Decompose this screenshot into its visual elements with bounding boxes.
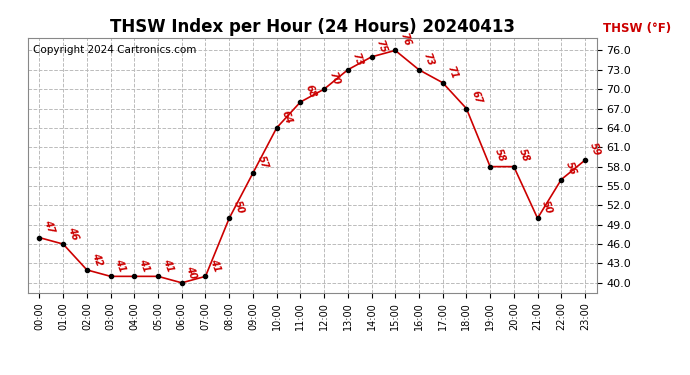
Text: 71: 71 [446,64,460,80]
Text: 47: 47 [42,219,57,235]
Text: 67: 67 [469,90,483,106]
Text: 46: 46 [66,225,80,241]
Text: 73: 73 [422,51,436,67]
Text: 59: 59 [588,141,602,158]
Text: 41: 41 [208,258,222,274]
Text: 40: 40 [184,264,199,280]
Text: 57: 57 [256,154,270,170]
Text: 41: 41 [161,258,175,274]
Text: Copyright 2024 Cartronics.com: Copyright 2024 Cartronics.com [33,45,197,55]
Text: 75: 75 [374,38,388,54]
Text: 76: 76 [398,32,412,48]
Text: THSW (°F): THSW (°F) [602,22,671,35]
Text: 50: 50 [232,200,246,216]
Text: 73: 73 [351,51,364,67]
Text: 58: 58 [493,148,507,164]
Text: 41: 41 [113,258,128,274]
Text: 50: 50 [540,200,554,216]
Text: 42: 42 [90,251,104,267]
Title: THSW Index per Hour (24 Hours) 20240413: THSW Index per Hour (24 Hours) 20240413 [110,18,515,36]
Text: 41: 41 [137,258,151,274]
Text: 68: 68 [303,83,317,99]
Text: 64: 64 [279,109,293,125]
Text: 58: 58 [517,148,531,164]
Text: 56: 56 [564,160,578,177]
Text: 70: 70 [327,70,341,86]
